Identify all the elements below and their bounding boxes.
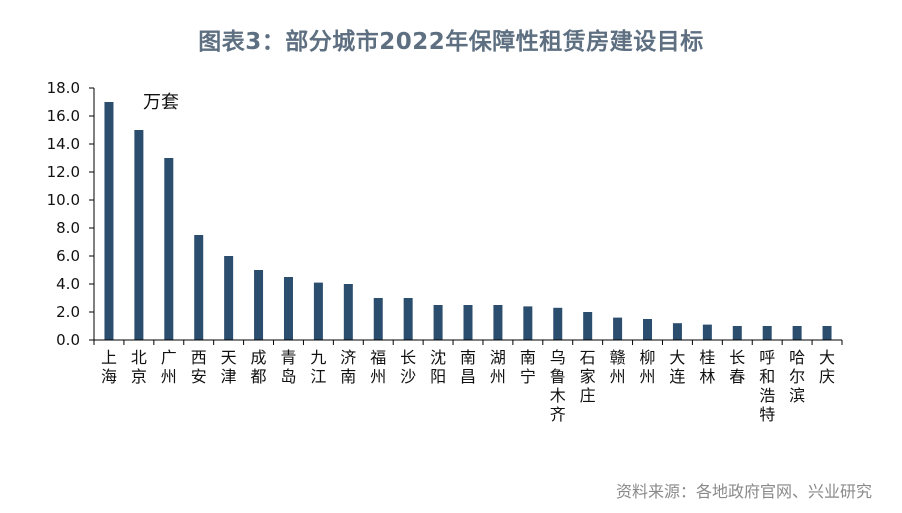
bar	[463, 305, 473, 340]
x-category-label: 桂林	[699, 348, 715, 386]
x-category-label: 长沙	[400, 348, 416, 386]
x-category-label: 湖州	[490, 348, 506, 386]
x-category-label: 九江	[310, 348, 326, 386]
bar	[313, 282, 323, 340]
y-tick-label: 18.0	[47, 79, 80, 97]
x-category-label: 福州	[370, 348, 386, 386]
x-category-label: 青岛	[280, 348, 296, 386]
bar	[613, 317, 623, 340]
bar	[283, 277, 293, 340]
x-category-label: 大庆	[819, 348, 835, 386]
bar	[134, 130, 144, 340]
x-category-label: 呼和浩特	[759, 348, 775, 424]
x-category-label: 成都	[251, 348, 267, 386]
x-category-label: 乌鲁木齐	[550, 348, 566, 424]
bar	[643, 319, 653, 340]
bar	[254, 270, 264, 340]
x-category-label: 天津	[221, 348, 237, 386]
x-category-label: 哈尔滨	[789, 348, 805, 405]
bar	[104, 102, 114, 340]
x-category-label: 石家庄	[580, 348, 596, 405]
chart-title: 图表3：部分城市2022年保障性租赁房建设目标	[198, 29, 704, 55]
source-note: 资料来源：各地政府官网、兴业研究	[615, 482, 872, 501]
x-category-label: 南宁	[520, 348, 536, 386]
x-category-label: 广州	[161, 348, 177, 386]
x-category-label: 济南	[340, 348, 356, 386]
x-axis: 上海北京广州西安天津成都青岛九江济南福州长沙沈阳南昌湖州南宁乌鲁木齐石家庄赣州柳…	[93, 339, 843, 424]
bar	[164, 158, 174, 340]
x-category-label: 北京	[131, 348, 147, 386]
bar	[702, 324, 712, 340]
y-axis: 0.0 2.0 4.0 6.0 8.0 10.0 12.0 14.0 16.0 18.0	[47, 79, 95, 349]
x-category-label: 沈阳	[430, 348, 446, 386]
unit-label: 万套	[143, 92, 179, 113]
bar	[672, 323, 682, 340]
bar	[583, 312, 593, 340]
y-tick-label: 4.0	[56, 275, 80, 293]
y-tick-label: 8.0	[56, 219, 80, 237]
bar	[762, 326, 772, 340]
bar	[343, 284, 353, 340]
x-category-label: 南昌	[460, 348, 476, 386]
bar	[553, 307, 563, 340]
y-tick-label: 14.0	[47, 135, 80, 153]
bar	[373, 298, 383, 340]
y-tick-label: 12.0	[47, 163, 80, 181]
bar	[792, 326, 802, 340]
bar	[224, 256, 234, 340]
bar	[493, 305, 503, 340]
bar	[822, 326, 832, 340]
bar	[523, 306, 533, 340]
bar	[433, 305, 443, 340]
y-tick-label: 0.0	[56, 331, 80, 349]
bar	[194, 235, 204, 340]
bar	[732, 326, 742, 340]
x-category-label: 长春	[729, 348, 745, 386]
y-tick-label: 16.0	[47, 107, 80, 125]
x-category-label: 赣州	[610, 348, 626, 386]
x-category-label: 上海	[101, 348, 117, 386]
bars	[104, 102, 832, 340]
x-category-label: 柳州	[640, 348, 656, 386]
x-category-label: 西安	[191, 348, 207, 386]
x-category-label: 大连	[669, 348, 685, 386]
y-tick-label: 10.0	[47, 191, 80, 209]
y-tick-label: 6.0	[56, 247, 80, 265]
y-tick-label: 2.0	[56, 303, 80, 321]
bar	[403, 298, 413, 340]
